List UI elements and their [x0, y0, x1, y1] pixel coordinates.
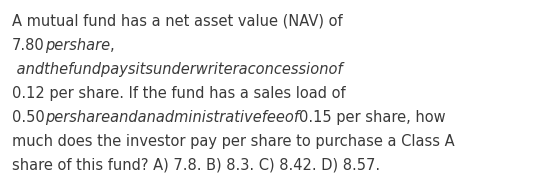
Text: 0.15 per share, how: 0.15 per share, how [299, 110, 445, 125]
Text: 0.50: 0.50 [12, 110, 45, 125]
Text: pershare: pershare [45, 38, 110, 53]
Text: A mutual fund has a net asset value (NAV) of: A mutual fund has a net asset value (NAV… [12, 14, 343, 29]
Text: pershareandanadministrativefeeof: pershareandanadministrativefeeof [45, 110, 299, 125]
Text: ,: , [110, 38, 114, 53]
Text: share of this fund? A) 7.8. B) 8.3. C) 8.42. D) 8.57.: share of this fund? A) 7.8. B) 8.3. C) 8… [12, 158, 380, 173]
Text: 0.12 per share. If the fund has a sales load of: 0.12 per share. If the fund has a sales … [12, 86, 345, 101]
Text: much does the investor pay per share to purchase a Class A: much does the investor pay per share to … [12, 134, 455, 149]
Text: 7.80: 7.80 [12, 38, 45, 53]
Text: andthefundpaysitsunderwriteraconcessionof: andthefundpaysitsunderwriteraconcessiono… [12, 62, 343, 77]
